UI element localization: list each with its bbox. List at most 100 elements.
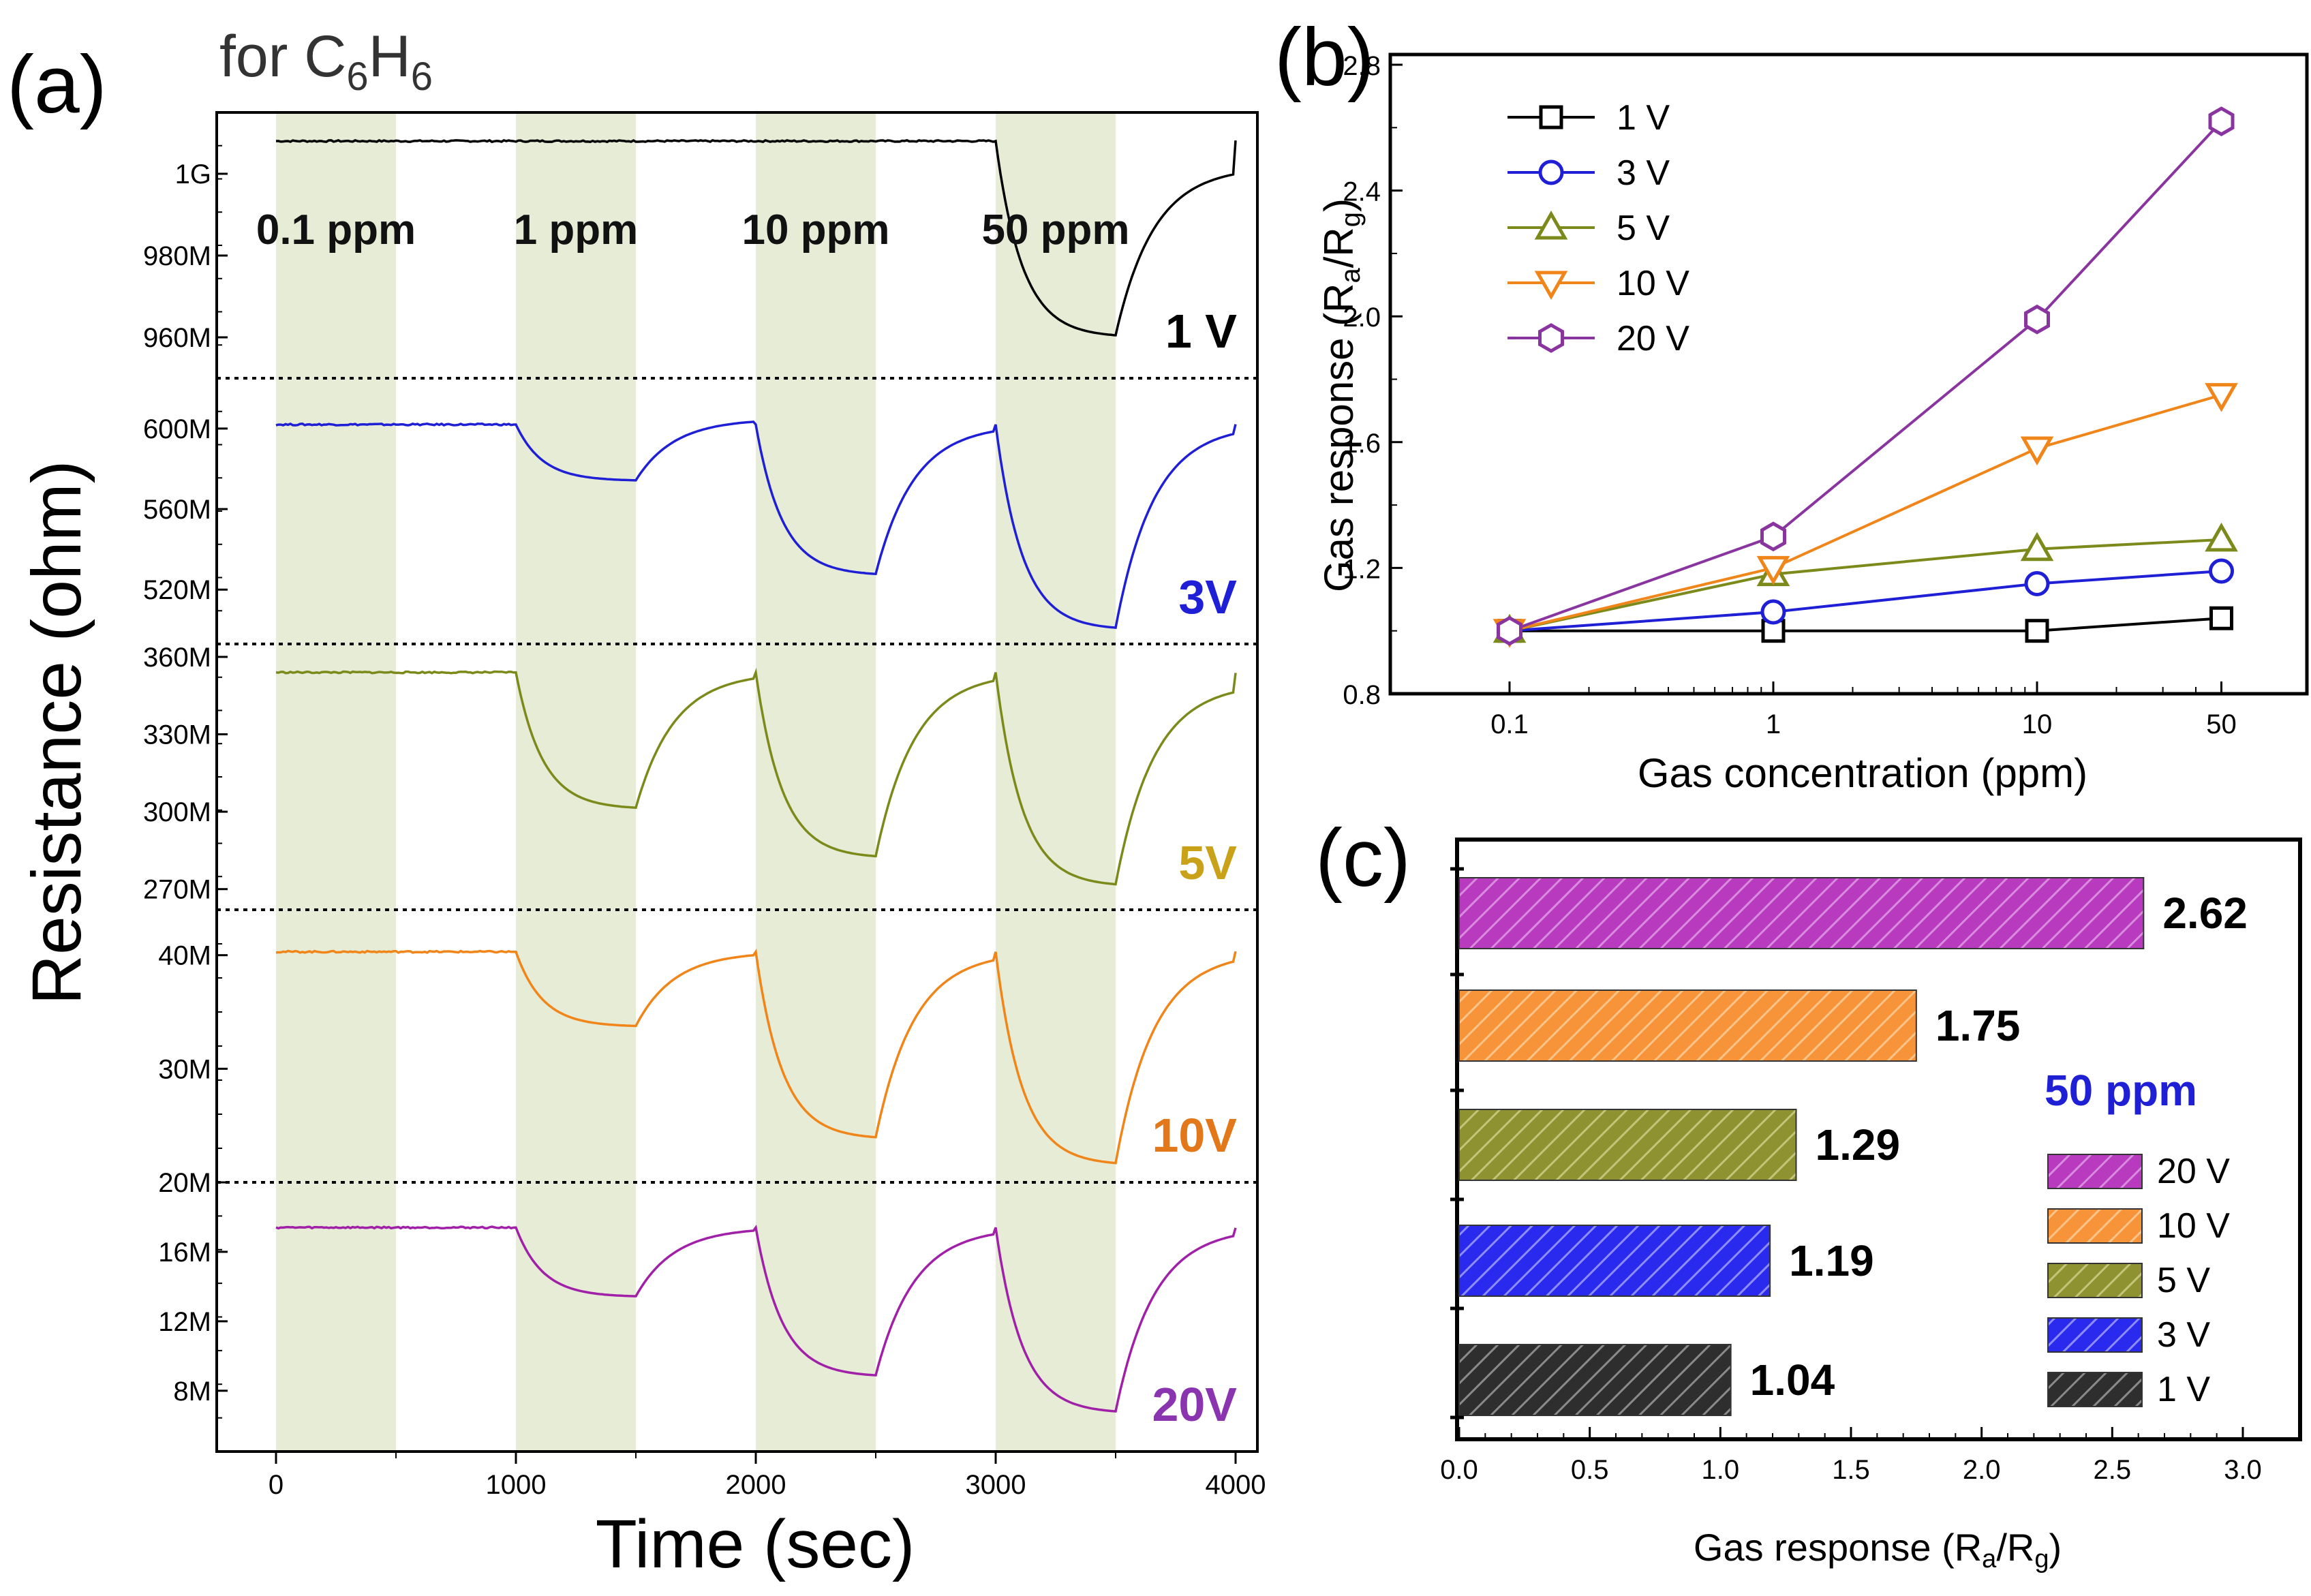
c-xtick-label-2: 1.0 <box>1702 1455 1740 1485</box>
panel-a-ylabel: Resistance (ohm) <box>18 460 95 1004</box>
a-ytick-label-4-2: 8M <box>173 1377 211 1407</box>
b-legend-marker-4 <box>1538 323 1564 353</box>
trace-20v <box>275 1225 1237 1413</box>
c-legend-label-0: 20 V <box>2157 1152 2230 1191</box>
panel-a-title: for C6H6 <box>219 24 433 99</box>
c-legend-label-1: 10 V <box>2157 1206 2230 1246</box>
b-legend-label-1: 3 V <box>1617 153 1670 193</box>
a-xtick-label-3: 3000 <box>966 1470 1026 1500</box>
b-line-20v <box>1509 120 2222 632</box>
b-xtick-label-1: 1 <box>1766 709 1781 739</box>
c-xlabel-1: Gas response (R <box>1694 1526 1982 1569</box>
c-xtick-label-6: 3.0 <box>2224 1455 2262 1485</box>
c-xlabel-5: ) <box>2049 1526 2062 1569</box>
b-legend-marker-1 <box>1538 159 1564 185</box>
a-xtick-label-0: 0 <box>269 1470 284 1500</box>
a-ytick-label-3-2: 20M <box>158 1168 211 1198</box>
b-ylabel-1: Gas response (R <box>1316 283 1362 592</box>
c-bar-20v <box>1458 877 2145 949</box>
c-legend-swatch-0 <box>2047 1154 2143 1189</box>
c-legend-swatch-1 <box>2047 1208 2143 1244</box>
b-point-10v-1 <box>1756 555 1790 585</box>
c-bar-1v <box>1458 1344 1732 1416</box>
a-xtick-label-1: 1000 <box>486 1470 547 1500</box>
c-bar-label-2: 1.29 <box>1816 1120 1901 1169</box>
a-ytick-label-0-2: 960M <box>143 323 211 353</box>
a-frame <box>215 111 1259 1453</box>
c-frame <box>1455 838 2302 1441</box>
b-legend-marker-3 <box>1534 271 1568 301</box>
trace-1v <box>275 138 1237 337</box>
pulse-label-1: 1 ppm <box>514 206 639 254</box>
a-ytick-label-2-0: 360M <box>143 643 211 673</box>
b-legend-marker-2 <box>1534 210 1568 240</box>
c-bar-label-3: 1.19 <box>1789 1236 1874 1285</box>
trace-label-3: 10V <box>1152 1109 1237 1162</box>
b-xtick-label-0: 0.1 <box>1490 709 1529 739</box>
a-xtick-label-4: 4000 <box>1206 1470 1266 1500</box>
panel-c-plot: 2.62 1.75 1.29 1.19 1.04 0.0 0.5 1.0 1.5 2.0 2.5 3.… <box>1440 838 2302 1485</box>
a-ytick-label-2-3: 270M <box>143 875 211 905</box>
b-line-5v <box>1509 538 2222 632</box>
a-xtick-label-2: 2000 <box>726 1470 786 1500</box>
b-ytick-label-4: 2.4 <box>1343 177 1381 207</box>
panel-c-label: (c) <box>1315 812 1411 904</box>
pulse-label-0: 0.1 ppm <box>256 206 416 254</box>
panel-b-xlabel: Gas concentration (ppm) <box>1638 750 2087 796</box>
c-legend-swatch-2 <box>2047 1263 2143 1298</box>
a-ytick-label-1-2: 520M <box>143 575 211 605</box>
c-legend-swatch-3 <box>2047 1317 2143 1353</box>
b-ylabel-4: g <box>1336 212 1366 227</box>
b-point-1v-3 <box>2209 606 2234 630</box>
b-legend-label-2: 5 V <box>1617 209 1670 248</box>
b-xtick-label-3: 50 <box>2206 709 2237 739</box>
title-sub-2: 6 <box>411 55 433 99</box>
b-point-5v-3 <box>2205 522 2238 552</box>
title-part-2: H <box>369 24 411 89</box>
trace-label-0: 1 V <box>1165 305 1237 358</box>
b-point-3v-3 <box>2209 558 2235 584</box>
b-ytick-label-5: 2.8 <box>1343 51 1381 81</box>
title-part-1: for C <box>219 24 346 89</box>
gas-window-1 <box>516 112 636 1452</box>
c-xtick-label-3: 1.5 <box>1832 1455 1870 1485</box>
c-bar-5v <box>1458 1109 1797 1181</box>
c-xtick-label-5: 2.5 <box>2094 1455 2132 1485</box>
panel-a-plot: 1G 980M 960M 1 V 600M 560M 520M 3V 360M 330M 300M 2… <box>143 111 1266 1500</box>
a-ytick-label-4-1: 12M <box>158 1307 211 1337</box>
c-legend-label-4: 1 V <box>2157 1370 2210 1409</box>
c-xlabel-3: /R <box>1996 1526 2034 1569</box>
a-ytick-label-1-0: 600M <box>143 414 211 444</box>
c-bar-10v <box>1458 989 1917 1062</box>
gas-window-2 <box>756 112 876 1452</box>
b-point-10v-2 <box>2020 436 2054 466</box>
b-point-20v-3 <box>2208 106 2235 136</box>
b-point-10v-3 <box>2205 383 2238 412</box>
b-point-20v-0 <box>1497 615 1522 646</box>
c-xlabel-4: g <box>2034 1545 2049 1574</box>
b-line-10v <box>1509 393 2222 632</box>
panel-b-label: (b) <box>1274 12 1375 103</box>
b-ylabel-3: /R <box>1316 227 1362 268</box>
panel-a-label: (a) <box>7 39 107 130</box>
b-legend-label-3: 10 V <box>1617 264 1689 303</box>
c-bar-label-0: 2.62 <box>2162 889 2248 938</box>
a-ytick-label-2-1: 330M <box>143 720 211 750</box>
trace-3v <box>275 420 1237 629</box>
panel-c-annotation: 50 ppm <box>2045 1066 2197 1115</box>
a-ytick-label-0-1: 980M <box>143 241 211 271</box>
b-point-1v-2 <box>2025 619 2049 643</box>
trace-10v <box>275 949 1237 1165</box>
c-bar-label-4: 1.04 <box>1750 1355 1835 1405</box>
b-xtick-label-2: 10 <box>2022 709 2053 739</box>
panel-b-ylabel: Gas response (Ra/Rg) <box>1316 198 1366 592</box>
trace-5v <box>275 667 1237 886</box>
b-legend-marker-0 <box>1539 105 1563 129</box>
trace-label-1: 3V <box>1178 570 1237 624</box>
c-legend-label-2: 5 V <box>2157 1261 2210 1300</box>
pulse-label-2: 10 ppm <box>741 206 889 254</box>
b-point-20v-1 <box>1760 521 1786 552</box>
a-ytick-label-3-1: 30M <box>158 1054 211 1084</box>
b-point-3v-1 <box>1760 599 1786 625</box>
b-line-3v <box>1509 570 2222 632</box>
